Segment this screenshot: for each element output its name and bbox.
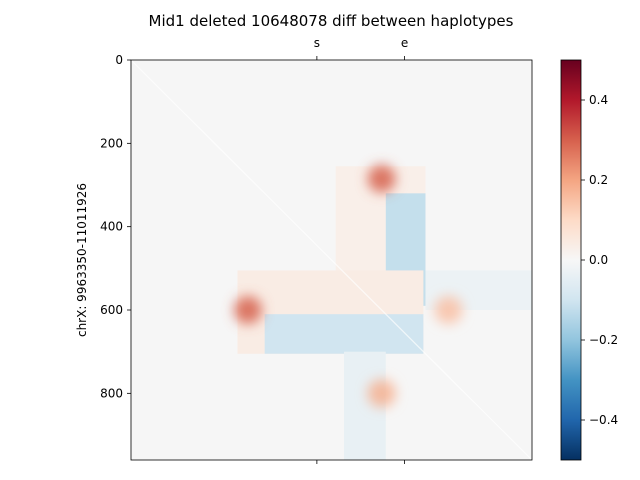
heatmap-hotspot <box>434 296 463 324</box>
heatmap-block-left-stripe-blue <box>264 314 424 354</box>
plot-frame <box>130 59 533 461</box>
bottom-axis <box>316 460 405 464</box>
chart-title: Mid1 deleted 10648078 diff between haplo… <box>149 12 514 30</box>
y-tick-label: 800 <box>100 386 123 400</box>
y-tick-label: 200 <box>100 136 123 150</box>
y-tick-label: 400 <box>100 220 123 234</box>
heatmap-hotspot <box>367 164 396 193</box>
colorbar-tick-label: −0.2 <box>589 333 618 347</box>
y-axis-label: chrX: 9963350-11011926 <box>75 183 89 337</box>
top-tick-label: e <box>401 36 408 50</box>
heatmap-diagonal <box>131 60 532 460</box>
top-tick-label: s <box>314 36 320 50</box>
colorbar-gradient <box>560 59 582 461</box>
heatmap-hotspot <box>233 296 262 324</box>
y-axis: 0 200 400 600 800 <box>100 53 131 400</box>
heatmap-plot-area <box>131 60 532 460</box>
colorbar-tick-label: −0.4 <box>589 413 618 427</box>
colorbar-tick-label: 0.2 <box>589 173 608 187</box>
y-tick-label: 600 <box>100 303 123 317</box>
colorbar: 0.4 0.2 0.0 −0.2 −0.4 <box>560 59 618 461</box>
colorbar-tick-label: 0.0 <box>589 253 608 267</box>
heatmap-hotspot <box>367 379 396 408</box>
y-tick-label: 0 <box>115 53 123 67</box>
colorbar-tick-label: 0.4 <box>589 93 608 107</box>
